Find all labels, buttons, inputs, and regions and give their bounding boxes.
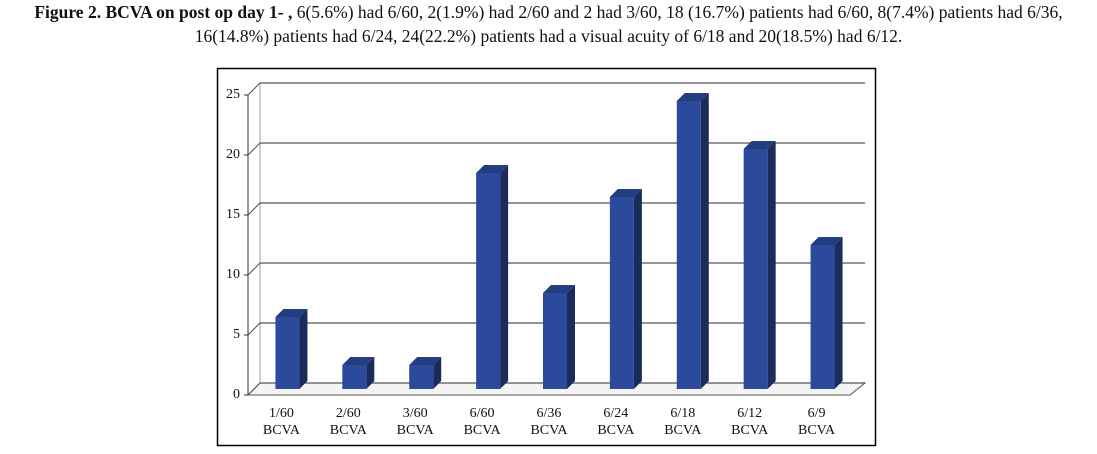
x-tick-label: 6/24 BCVA [597, 406, 635, 438]
y-tick-label: 15 [226, 207, 240, 222]
x-tick-label: 6/60 BCVA [463, 406, 501, 438]
x-tick-label: 6/18 BCVA [664, 406, 702, 438]
bar-top [810, 237, 843, 245]
bar-side [633, 189, 642, 389]
bar-side [567, 285, 575, 389]
bar [342, 365, 367, 389]
grid-diag [247, 262, 261, 276]
x-tick-label: 6/36 BCVA [530, 406, 568, 438]
grid-diag [247, 322, 261, 336]
figure-title: Figure 2. BCVA on post op day 1- , [34, 2, 293, 22]
bar-side [433, 357, 442, 389]
bar-top [676, 93, 709, 101]
bar-top [543, 285, 575, 293]
bar [609, 197, 634, 389]
bar-top [476, 165, 509, 173]
x-tick-label: 2/60 BCVA [329, 406, 367, 438]
grid-diag [247, 382, 261, 396]
bar-side [700, 93, 709, 389]
y-tick-label: 10 [226, 267, 240, 282]
y-tick-label: 20 [226, 147, 240, 162]
bar-side [834, 237, 843, 389]
bar-top [743, 141, 776, 149]
x-tick-label: 3/60 BCVA [396, 406, 434, 438]
bar-side [299, 309, 308, 389]
y-tick-label: 25 [226, 87, 240, 102]
bar-side [767, 141, 776, 389]
bar-side [366, 357, 375, 389]
bar [476, 173, 501, 389]
x-tick-label: 6/9 BCVA [798, 406, 836, 438]
bar [543, 293, 567, 389]
y-tick-label: 5 [233, 327, 240, 342]
bar-top [342, 357, 375, 365]
y-tick-label: 0 [233, 387, 240, 402]
bar-top [409, 357, 442, 365]
grid-diag [247, 142, 261, 156]
bar-top [609, 189, 642, 197]
bar [810, 245, 835, 389]
bar [275, 317, 300, 389]
bar [409, 365, 434, 389]
caption-text: 6(5.6%) had 6/60, 2(1.9%) had 2/60 and 2… [194, 2, 1063, 46]
bar-top [275, 309, 308, 317]
x-tick-label: 6/12 BCVA [731, 406, 769, 438]
bar [743, 149, 768, 389]
grid-diag [247, 82, 261, 96]
chart-frame [216, 67, 877, 447]
grid-diag [247, 202, 261, 216]
bar [676, 101, 701, 389]
caption: Figure 2. BCVA on post op day 1- , 6(5.6… [0, 0, 1097, 48]
bar-side [500, 165, 509, 389]
x-tick-label: 1/60 BCVA [262, 406, 300, 438]
